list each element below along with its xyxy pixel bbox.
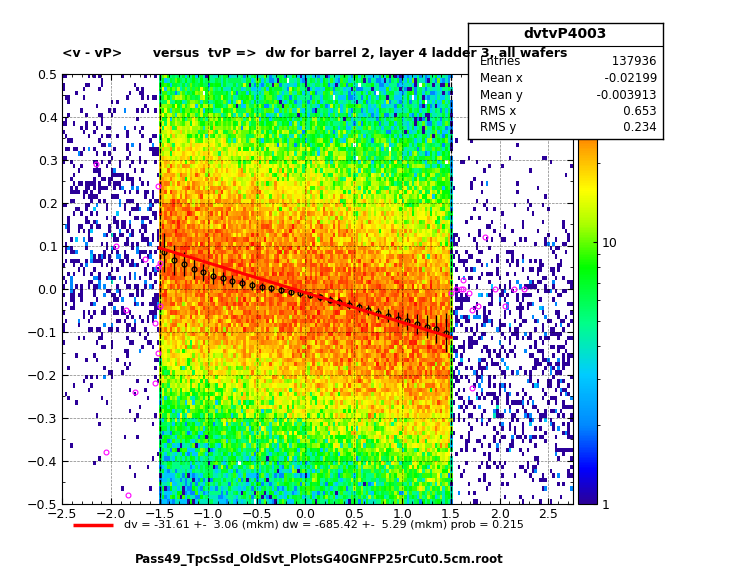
Text: 0.653: 0.653 [612,105,657,118]
Text: Mean x: Mean x [480,72,523,85]
Text: RMS y: RMS y [480,121,516,134]
Text: -0.02199: -0.02199 [597,72,657,85]
Text: Pass49_TpcSsd_OldSvt_PlotsG40GNFP25rCut0.5cm.root: Pass49_TpcSsd_OldSvt_PlotsG40GNFP25rCut0… [135,553,504,566]
Text: -0.003913: -0.003913 [589,89,657,102]
Text: <v - vP>       versus  tvP =>  dw for barrel 2, layer 4 ladder 3, all wafers: <v - vP> versus tvP => dw for barrel 2, … [62,47,568,60]
Text: dv = -31.61 +-  3.06 (mkm) dw = -685.42 +-  5.29 (mkm) prob = 0.215: dv = -31.61 +- 3.06 (mkm) dw = -685.42 +… [123,520,523,530]
Text: RMS x: RMS x [480,105,516,118]
Text: Mean y: Mean y [480,89,523,102]
Text: dvtvP4003: dvtvP4003 [524,27,607,41]
Text: 0.234: 0.234 [612,121,657,134]
Text: Entries: Entries [480,55,521,68]
Text: 137936: 137936 [608,55,657,68]
Text: 0: 0 [643,52,651,65]
